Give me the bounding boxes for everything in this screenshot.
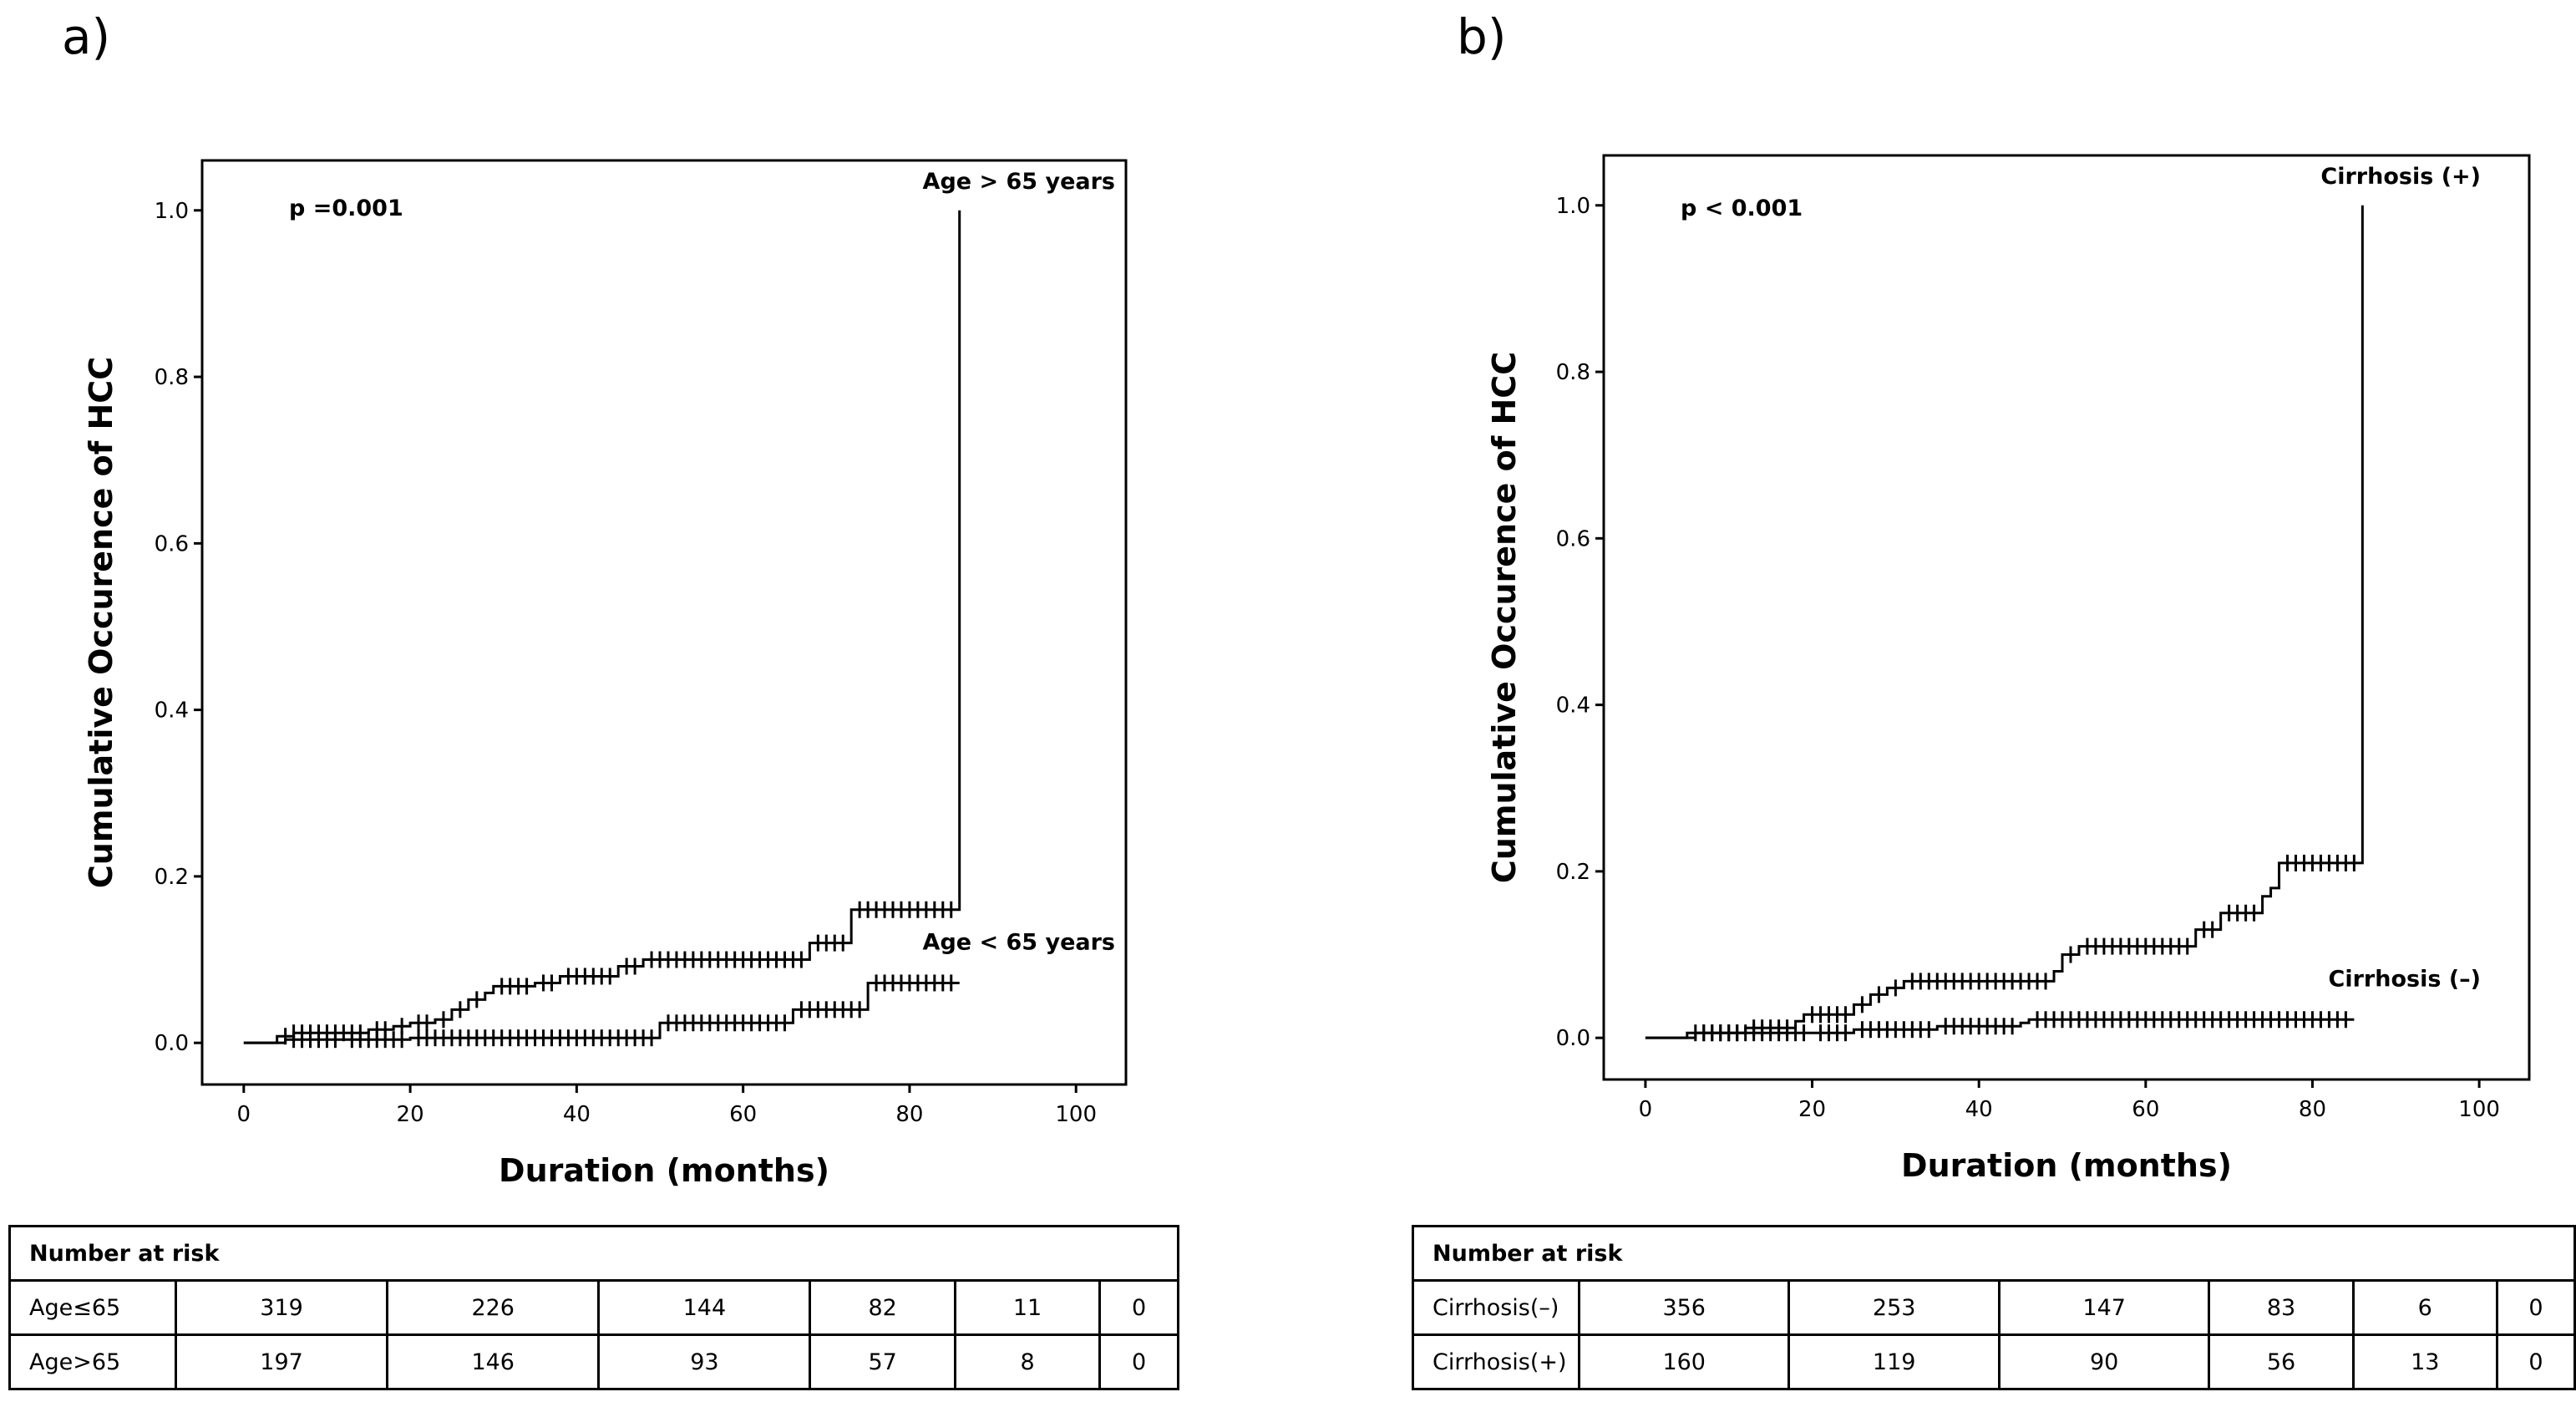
risk-cell: 197 [174, 1333, 389, 1390]
x-tick-label: 100 [2458, 1097, 2500, 1122]
risk-row: Cirrhosis(–) 356 253 147 83 6 0 [1412, 1279, 2576, 1336]
y-tick-label: 0.4 [1556, 693, 1590, 719]
y-tick-label: 0.2 [1556, 860, 1590, 885]
y-tick-label: 0.4 [155, 698, 189, 724]
risk-cell: 356 [1577, 1279, 1791, 1336]
risk-table-cirrhosis: Number at risk Cirrhosis(–) 356 253 147 … [1412, 1225, 2576, 1390]
y-tick-label: 1.0 [1556, 194, 1590, 219]
risk-cell: 146 [386, 1333, 601, 1390]
x-axis-title: Duration (months) [499, 1152, 829, 1189]
risk-cell: 57 [809, 1333, 956, 1390]
risk-row: Age≤65 319 226 144 82 11 0 [8, 1279, 1179, 1336]
panel-label: a) [62, 8, 111, 65]
x-tick-label: 80 [895, 1102, 923, 1127]
series-upper: Cirrhosis (+) [1645, 164, 2481, 1042]
risk-cell: 8 [953, 1333, 1102, 1390]
p-value-annotation: p =0.001 [289, 196, 403, 221]
risk-cell: 93 [597, 1333, 812, 1390]
risk-cell: 13 [2351, 1333, 2498, 1390]
risk-cell: 144 [597, 1279, 812, 1336]
risk-cell: 90 [1997, 1333, 2211, 1390]
risk-table-age: Number at risk Age≤65 319 226 144 82 11 … [8, 1225, 1179, 1390]
km-step-line [1645, 1018, 2355, 1039]
y-tick-label: 0.0 [155, 1031, 189, 1056]
risk-table-header: Number at risk [8, 1225, 1179, 1282]
plot-frame [200, 159, 1128, 1086]
plot-frame [1602, 154, 2531, 1081]
x-tick-label: 80 [2299, 1097, 2326, 1122]
series-lower: Cirrhosis (–) [1645, 966, 2481, 1042]
x-tick-label: 100 [1055, 1102, 1097, 1127]
x-tick-label: 20 [397, 1102, 424, 1127]
x-tick-label: 60 [2132, 1097, 2159, 1122]
risk-cell: 119 [1787, 1333, 2000, 1390]
risk-cell: 6 [2351, 1279, 2498, 1336]
p-value-annotation: p < 0.001 [1681, 196, 1803, 221]
km-step-line [243, 210, 961, 1044]
x-tick-label: 60 [729, 1102, 757, 1127]
panel-b: b) 0.0 0.2 0.4 0.6 0.8 1.0 0 20 40 60 80 100 Duratio… [1288, 0, 2576, 1402]
risk-cell: 319 [174, 1279, 389, 1336]
x-tick-label: 0 [1639, 1097, 1653, 1122]
risk-cell: 226 [386, 1279, 601, 1336]
y-axis-title: Cumulative Occurence of HCC [83, 357, 119, 888]
risk-cell: 160 [1577, 1333, 1791, 1390]
panel-label: b) [1457, 8, 1507, 65]
risk-cell: 0 [2495, 1279, 2576, 1336]
km-chart-cirrhosis: 0.0 0.2 0.4 0.6 0.8 1.0 0 20 40 60 80 100 Duration (… [1486, 154, 2531, 1184]
risk-cell: 56 [2208, 1333, 2355, 1390]
km-chart-age: 0.0 0.2 0.4 0.6 0.8 1.0 0 20 40 60 80 100 Duration (… [83, 159, 1128, 1189]
risk-row-label: Age>65 [8, 1333, 177, 1390]
km-step-line [243, 981, 960, 1044]
x-tick-label: 40 [1965, 1097, 1993, 1122]
risk-table-header: Number at risk [1412, 1225, 2576, 1282]
series-lower: Age < 65 years [243, 929, 1115, 1049]
risk-cell: 11 [953, 1279, 1102, 1336]
y-tick-label: 0.8 [155, 365, 189, 390]
risk-row-label: Cirrhosis(+) [1412, 1333, 1580, 1390]
risk-row-label: Age≤65 [8, 1279, 177, 1336]
y-tick-label: 0.6 [155, 531, 189, 556]
y-tick-label: 0.0 [1556, 1026, 1590, 1051]
series-label: Age > 65 years [923, 169, 1115, 195]
panel-a: a) 0.0 0.2 0.4 0.6 0.8 1.0 0 20 40 60 80 100 Duratio… [8, 8, 1179, 1390]
y-tick-label: 1.0 [155, 199, 189, 224]
risk-cell: 82 [809, 1279, 956, 1336]
risk-cell: 83 [2208, 1279, 2355, 1336]
series-upper: Age > 65 years [243, 169, 1115, 1045]
series-label: Cirrhosis (+) [2320, 164, 2481, 190]
x-tick-label: 0 [237, 1102, 251, 1127]
x-tick-label: 40 [563, 1102, 591, 1127]
y-tick-label: 0.8 [1556, 360, 1590, 385]
y-tick-label: 0.2 [155, 865, 189, 890]
y-axis-title: Cumulative Occurence of HCC [1486, 352, 1523, 883]
series-label: Age < 65 years [923, 929, 1115, 955]
x-axis-title: Duration (months) [1901, 1147, 2232, 1184]
risk-cell: 253 [1787, 1279, 2000, 1336]
x-tick-label: 20 [1798, 1097, 1826, 1122]
risk-row: Cirrhosis(+) 160 119 90 56 13 0 [1412, 1333, 2576, 1390]
risk-cell: 0 [1098, 1333, 1179, 1390]
risk-cell: 0 [1098, 1279, 1179, 1336]
risk-cell: 147 [1997, 1279, 2211, 1336]
km-step-line [1645, 205, 2364, 1039]
risk-cell: 0 [2495, 1333, 2576, 1390]
risk-row-label: Cirrhosis(–) [1412, 1279, 1580, 1336]
risk-row: Age>65 197 146 93 57 8 0 [8, 1333, 1179, 1390]
y-tick-label: 0.6 [1556, 526, 1590, 551]
series-label: Cirrhosis (–) [2329, 966, 2481, 992]
